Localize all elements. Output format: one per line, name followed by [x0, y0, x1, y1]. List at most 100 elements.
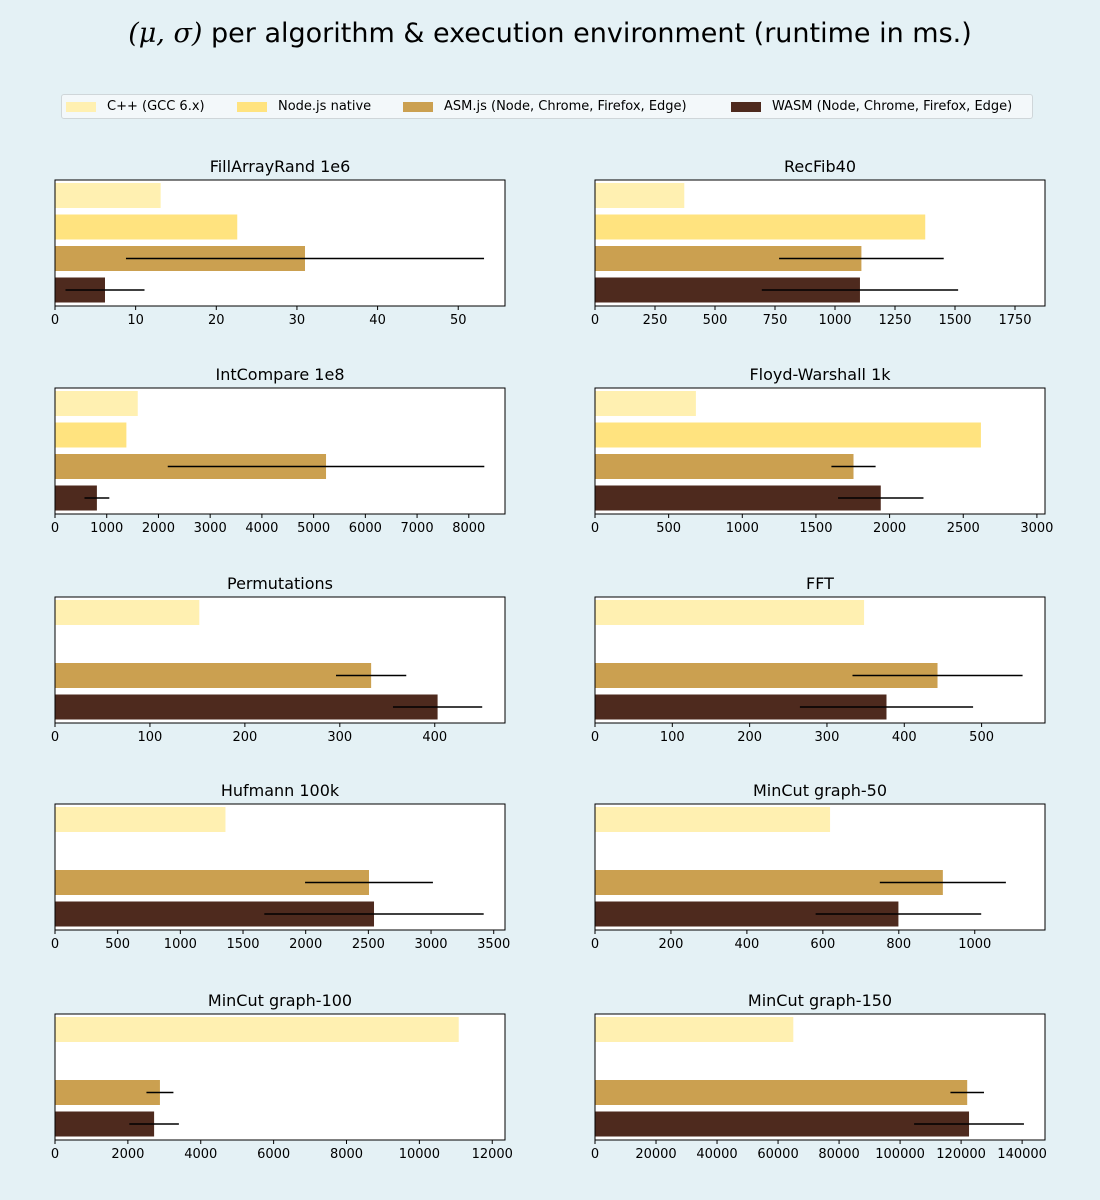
x-tick-label: 10 [127, 313, 144, 328]
legend-label-node: Node.js native [278, 99, 372, 114]
bar-cpp [55, 391, 138, 416]
bar-asmjs [595, 454, 854, 479]
subplot-title: Permutations [227, 574, 333, 593]
bar-node [595, 214, 926, 240]
legend-swatch-asmjs [403, 101, 433, 112]
subplot-2: IntCompare 1e8 0 1000 2000 3000 4000 5000 6000 7… [51, 365, 506, 536]
bar-node [595, 422, 981, 448]
x-tick-label: 0 [591, 937, 599, 952]
axes-frame [54, 1013, 506, 1141]
x-tick-label: 500 [105, 937, 130, 952]
x-tick-label: 4000 [184, 1147, 217, 1162]
bar-node [55, 214, 238, 240]
x-tick-label: 3000 [1020, 521, 1053, 536]
x-tick-label: 100000 [875, 1147, 925, 1162]
x-tick-label: 500 [703, 313, 728, 328]
x-tick-label: 0 [591, 313, 599, 328]
subplot-title: IntCompare 1e8 [216, 365, 345, 384]
x-tick-label: 0 [591, 1147, 599, 1162]
bar-asmjs [55, 1080, 160, 1105]
subplot-title: RecFib40 [784, 157, 856, 176]
x-tick-label: 1000 [164, 937, 197, 952]
x-tick-label: 400 [734, 937, 759, 952]
bar-cpp [595, 1017, 794, 1042]
bar-cpp [55, 183, 161, 208]
bar-cpp [55, 807, 226, 832]
legend-label-wasm: WASM (Node, Chrome, Firefox, Edge) [772, 99, 1013, 114]
legend-label-cpp: C++ (GCC 6.x) [107, 99, 205, 114]
x-tick-label: 2000 [873, 521, 906, 536]
x-tick-label: 6000 [257, 1147, 290, 1162]
x-tick-label: 4000 [245, 521, 278, 536]
x-tick-label: 12000 [472, 1147, 513, 1162]
x-tick-label: 0 [51, 937, 59, 952]
legend: C++ (GCC 6.x) Node.js native ASM.js (Nod… [61, 94, 1033, 119]
bar-wasm [595, 485, 881, 511]
x-tick-label: 80000 [818, 1147, 859, 1162]
figure-title: (μ, σ) per algorithm & execution environ… [0, 18, 1100, 49]
legend-swatch-node [237, 101, 267, 112]
subplot-title: FillArrayRand 1e6 [210, 157, 351, 176]
title-math: (μ, σ) [128, 18, 203, 49]
x-tick-label: 100 [138, 730, 163, 745]
x-tick-label: 200 [659, 937, 684, 952]
x-tick-label: 300 [327, 730, 352, 745]
x-tick-label: 100 [660, 730, 685, 745]
subplot-4: Permutations 0 100 200 300 400 [51, 574, 506, 745]
axes-frame [54, 596, 506, 724]
legend-label-asmjs: ASM.js (Node, Chrome, Firefox, Edge) [444, 99, 687, 114]
x-tick-label: 0 [591, 521, 599, 536]
bar-node [55, 422, 127, 448]
subplot-title: Floyd-Warshall 1k [749, 365, 891, 384]
subplot-title: MinCut graph-100 [208, 991, 352, 1010]
x-tick-label: 600 [810, 937, 835, 952]
x-tick-label: 2000 [111, 1147, 144, 1162]
x-tick-label: 1250 [878, 313, 911, 328]
x-tick-label: 5000 [297, 521, 330, 536]
subplot-title: MinCut graph-150 [748, 991, 892, 1010]
bar-cpp [55, 1017, 459, 1042]
x-tick-label: 500 [969, 730, 994, 745]
x-tick-label: 1000 [90, 521, 123, 536]
x-tick-label: 750 [763, 313, 788, 328]
subplot-3: Floyd-Warshall 1k 0 500 1000 1500 2000 2500 300… [591, 365, 1054, 536]
axes-frame [594, 387, 1046, 515]
x-tick-label: 20 [208, 313, 225, 328]
x-tick-label: 400 [422, 730, 447, 745]
subplot-1: RecFib40 0 250 500 750 1000 1250 1500 1750 [591, 157, 1046, 328]
x-tick-label: 60000 [757, 1147, 798, 1162]
x-tick-label: 1500 [799, 521, 832, 536]
subplot-title: Hufmann 100k [221, 781, 340, 800]
x-tick-label: 0 [51, 1147, 59, 1162]
legend-item-cpp: C++ (GCC 6.x) [66, 95, 205, 118]
x-tick-label: 300 [815, 730, 840, 745]
x-tick-label: 0 [51, 313, 59, 328]
x-tick-label: 1500 [938, 313, 971, 328]
axes-frame [54, 803, 506, 931]
x-tick-label: 140000 [997, 1147, 1047, 1162]
x-tick-label: 500 [656, 521, 681, 536]
subplot-title: MinCut graph-50 [753, 781, 887, 800]
subplot-6: Hufmann 100k 0 500 1000 1500 2000 2500 3000 3500 [51, 781, 510, 952]
subplot-0: FillArrayRand 1e6 0 10 20 30 40 50 [51, 157, 506, 328]
x-tick-label: 10000 [399, 1147, 440, 1162]
x-tick-label: 1000 [726, 521, 759, 536]
x-tick-label: 50 [450, 313, 467, 328]
x-tick-label: 40 [369, 313, 386, 328]
x-tick-label: 400 [892, 730, 917, 745]
bar-wasm [595, 1111, 970, 1137]
bar-asmjs [55, 663, 372, 688]
axes-frame [594, 1013, 1046, 1141]
axes-frame [594, 596, 1046, 724]
x-tick-label: 1000 [818, 313, 851, 328]
bar-cpp [595, 391, 696, 416]
subplot-9: MinCut graph-150 0 20000 40000 60000 80000 100… [591, 991, 1047, 1162]
x-tick-label: 200 [232, 730, 257, 745]
x-tick-label: 8000 [330, 1147, 363, 1162]
x-tick-label: 30 [289, 313, 306, 328]
x-tick-label: 8000 [452, 521, 485, 536]
subplot-title: FFT [806, 574, 834, 593]
x-tick-label: 6000 [349, 521, 382, 536]
x-tick-label: 3000 [194, 521, 227, 536]
x-tick-label: 0 [51, 521, 59, 536]
